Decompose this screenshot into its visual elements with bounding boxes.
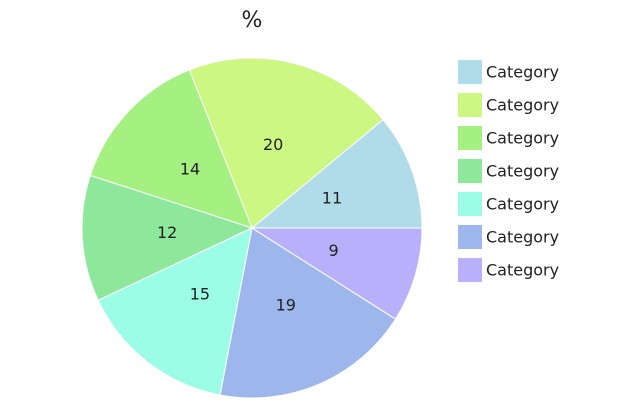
legend-label: Category — [486, 129, 559, 148]
legend-swatch — [458, 225, 482, 249]
legend-label: Category — [486, 228, 559, 247]
legend-swatch — [458, 60, 482, 84]
legend-swatch — [458, 126, 482, 150]
legend-label: Category — [486, 63, 559, 82]
legend-label: Category — [486, 162, 559, 181]
legend-label: Category — [486, 96, 559, 115]
slice-label: 11 — [322, 189, 342, 208]
chart-title: % — [242, 8, 263, 33]
slice-label: 14 — [180, 159, 200, 178]
slice-label: 12 — [157, 223, 177, 242]
legend-swatch — [458, 159, 482, 183]
slice-label: 19 — [276, 296, 296, 315]
pie-slice — [97, 227, 253, 396]
pie-slice — [81, 174, 254, 302]
slice-label: 20 — [263, 135, 283, 154]
legend-label: Category — [486, 195, 559, 214]
legend-label: Category — [486, 261, 559, 280]
legend-swatch — [458, 192, 482, 216]
slice-label: 9 — [329, 241, 339, 260]
pie-slice — [219, 227, 397, 399]
slice-label: 15 — [190, 285, 210, 304]
pie-slice — [188, 57, 384, 229]
pie-slice — [250, 118, 423, 229]
legend-swatch — [458, 93, 482, 117]
legend-swatch — [458, 258, 482, 282]
pie-slice — [250, 227, 423, 320]
